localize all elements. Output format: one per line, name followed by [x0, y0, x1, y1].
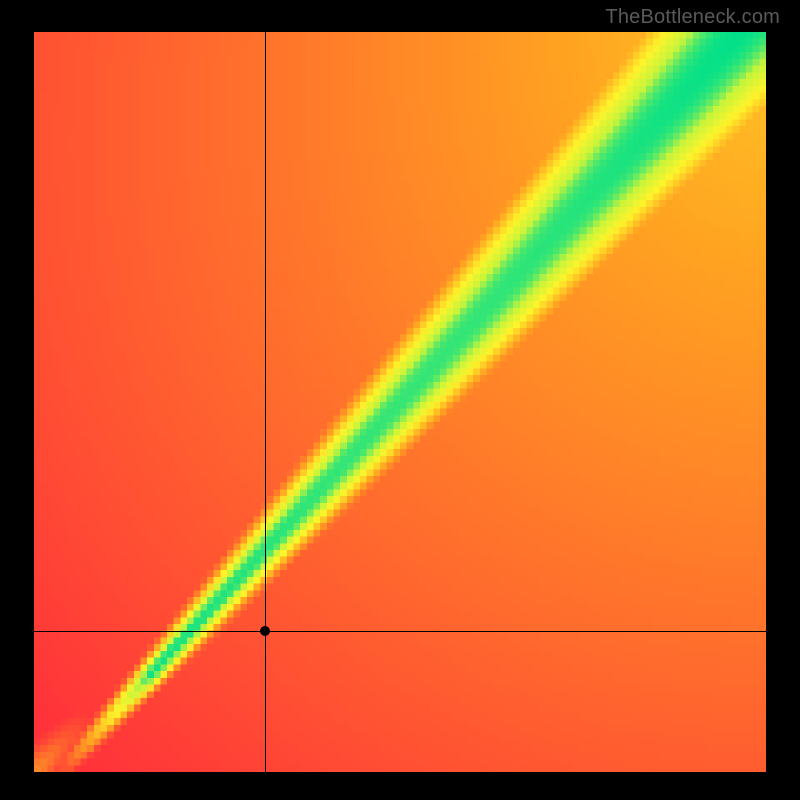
heatmap-plot-area [34, 32, 766, 772]
crosshair-vertical [265, 32, 266, 772]
marker-dot [260, 626, 270, 636]
heatmap-canvas [34, 32, 766, 772]
watermark-text: TheBottleneck.com [605, 6, 780, 29]
crosshair-horizontal [34, 631, 766, 632]
